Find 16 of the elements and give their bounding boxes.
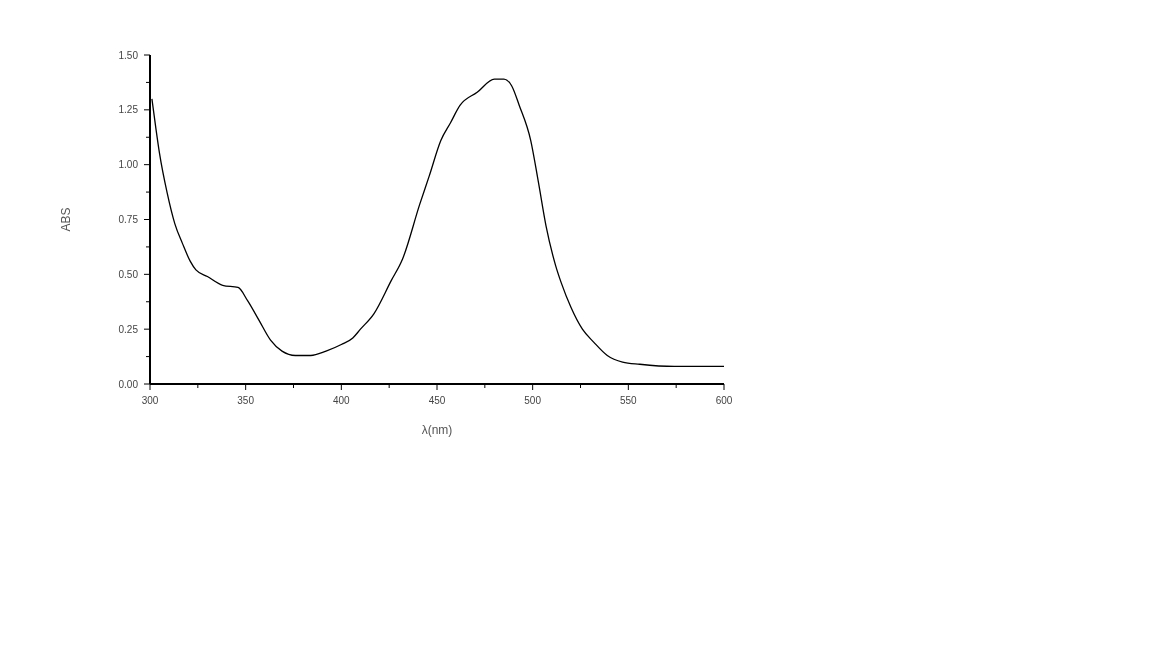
x-tick-label: 450 [428,395,446,406]
x-axis-title: λ(nm) [421,423,453,437]
y-axis-title: ABS [59,207,73,232]
x-tick-label: 400 [332,395,351,406]
x-tick-label: 500 [524,395,542,406]
x-tick-label: 300 [141,395,159,406]
x-tick-label: 550 [619,395,638,406]
x-tick-label: 350 [237,395,255,406]
y-tick-label: 0.75 [118,214,139,225]
y-tick-label: 1.50 [118,49,139,61]
y-tick-label: 1.00 [118,159,139,171]
y-tick-label: 0.50 [118,268,139,280]
y-tick-label: 1.25 [118,104,139,116]
y-tick-label: 0.00 [118,378,139,390]
y-tick-label: 0.25 [118,323,139,335]
x-tick-label: 600 [715,395,733,406]
